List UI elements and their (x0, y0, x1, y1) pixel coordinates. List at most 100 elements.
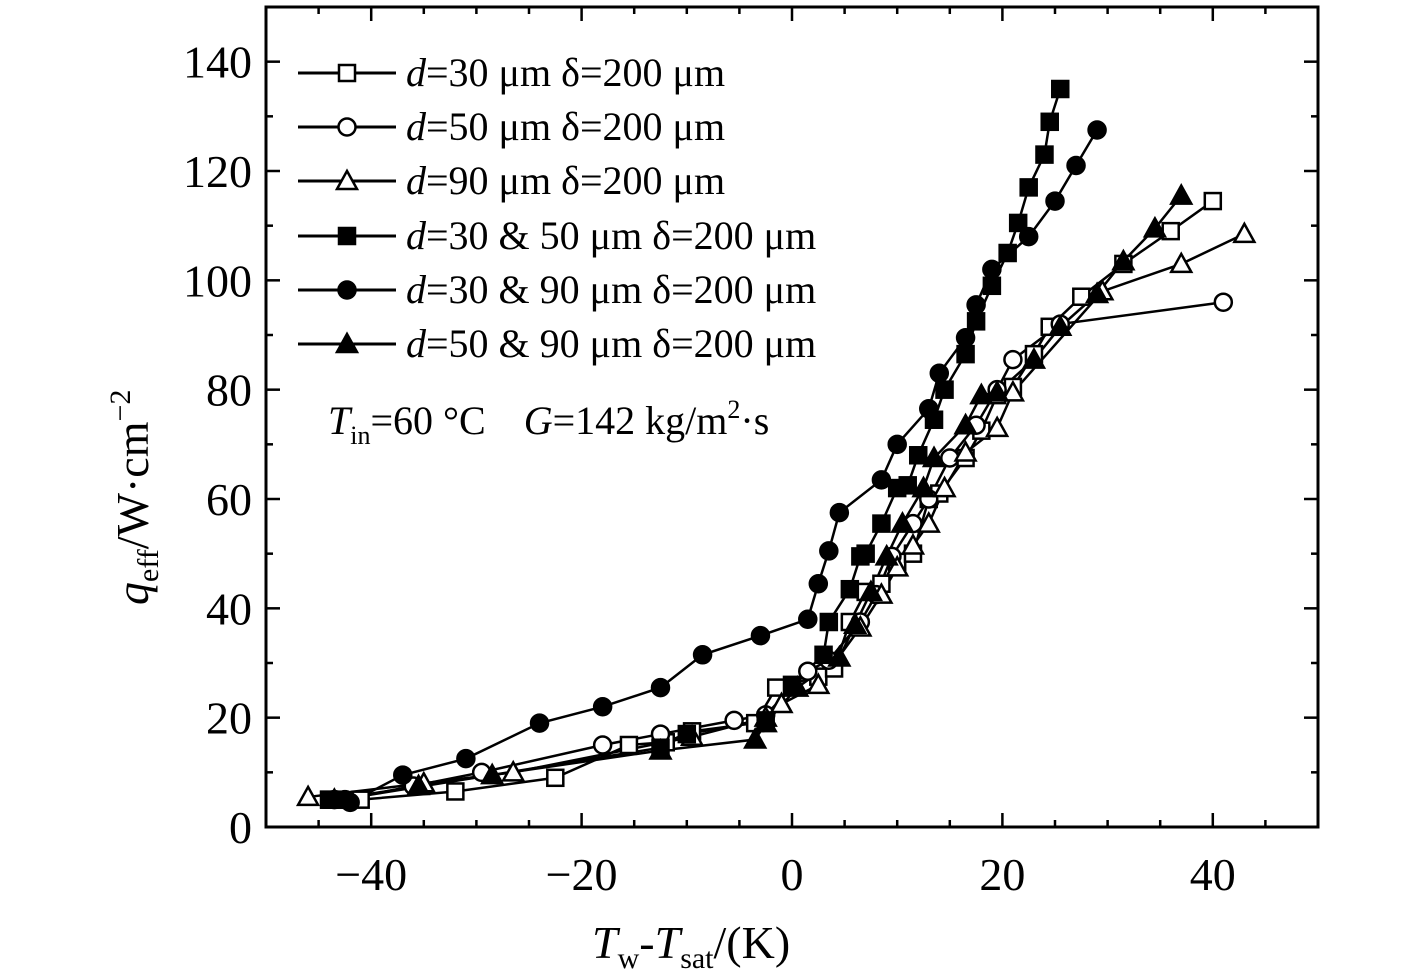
data-point (750, 625, 771, 646)
data-point (982, 276, 1002, 296)
y-tick-label: 80 (206, 365, 252, 416)
data-point (592, 735, 613, 755)
legend-label-1: d=30 μm δ=200 μm (406, 50, 725, 95)
x-tick-label: 40 (1190, 849, 1236, 900)
data-point (929, 363, 950, 384)
data-point (1111, 248, 1136, 271)
series-2-points (324, 292, 1234, 810)
data-point (529, 713, 550, 733)
legend-label-6: d=50 & 90 μm δ=200 μm (406, 321, 816, 366)
data-point (806, 672, 831, 695)
legend-label-5: d=30 & 90 μm δ=200 μm (406, 267, 816, 312)
legend-marker-5 (337, 280, 357, 300)
data-point (982, 259, 1002, 280)
data-point (798, 661, 818, 681)
y-tick-label: 140 (183, 37, 252, 88)
series-line-2 (334, 300, 1224, 801)
data-point (935, 380, 954, 399)
data-point (1169, 183, 1194, 205)
x-tick-label: 20 (979, 849, 1025, 900)
data-point (393, 765, 413, 785)
ticks (264, 5, 1320, 829)
data-point (808, 573, 829, 594)
data-point (1021, 347, 1047, 369)
data-point (858, 579, 884, 602)
x-tick-label: −40 (335, 849, 407, 900)
data-point (898, 476, 917, 495)
legend-marker-symbol (337, 63, 357, 83)
x-tick-label: 0 (781, 849, 804, 900)
data-point (295, 784, 321, 807)
data-point (546, 768, 565, 788)
data-point (406, 773, 431, 796)
data-point (908, 446, 928, 465)
data-point (1051, 79, 1070, 99)
data-point (819, 541, 839, 561)
data-point (814, 645, 833, 665)
data-point (650, 677, 671, 698)
data-point (480, 762, 505, 785)
legend-entry-3: d=90 μm δ=200 μm (298, 158, 725, 203)
data-point (446, 782, 465, 801)
y-tick-label: 0 (229, 802, 252, 853)
data-point (953, 439, 978, 462)
data-point (798, 609, 818, 630)
data-point (900, 532, 926, 555)
data-point (829, 502, 850, 523)
legend-marker-2 (337, 117, 357, 137)
data-point (985, 379, 1010, 402)
data-point (1040, 112, 1059, 132)
data-point (966, 312, 986, 331)
data-point (932, 475, 957, 498)
data-point (785, 675, 810, 697)
data-point (648, 737, 673, 760)
legend-marker-4 (337, 226, 357, 246)
data-point (743, 726, 768, 749)
data-point (769, 691, 794, 714)
legend-label-3: d=90 μm δ=200 μm (406, 158, 725, 203)
data-point (592, 696, 613, 717)
data-point (916, 511, 941, 533)
legend-entry-6: d=50 & 90 μm δ=200 μm (298, 321, 816, 366)
y-tick-label: 120 (183, 146, 252, 197)
series-markers (295, 79, 1257, 813)
data-point (890, 511, 915, 533)
data-point (1045, 191, 1065, 211)
y-axis-title: qeff/W·cm−2 (104, 390, 165, 605)
data-point (956, 344, 975, 364)
legend-marker-3 (334, 168, 360, 191)
data-point (1084, 281, 1110, 304)
data-point (1003, 349, 1023, 370)
data-point (456, 748, 476, 769)
legend-marker-1 (337, 63, 357, 83)
data-point (1087, 120, 1107, 140)
legend-label-2: d=50 μm δ=200 μm (406, 104, 725, 149)
legend-marker-symbol (337, 226, 357, 246)
data-point (1066, 155, 1086, 176)
legend-marker-6 (334, 331, 360, 354)
data-point (885, 554, 910, 577)
data-point (985, 415, 1010, 438)
data-point (1213, 292, 1234, 312)
y-tick-label: 60 (206, 474, 252, 525)
y-tick-label: 100 (183, 255, 252, 306)
data-point (1000, 379, 1026, 402)
data-point (1232, 221, 1257, 244)
y-tick-label: 20 (206, 693, 252, 744)
data-point (969, 382, 994, 405)
legend-marker-symbol (337, 117, 357, 137)
data-point (998, 243, 1017, 263)
series-5-points (340, 120, 1107, 813)
data-point (921, 445, 947, 468)
conditions-annotation: Tin=60 °C G=142 kg/m2·s (328, 395, 769, 450)
legend-entry-4: d=30 & 50 μm δ=200 μm (298, 213, 816, 258)
data-point (919, 399, 939, 419)
data-point (753, 710, 778, 733)
data-point (619, 735, 639, 755)
data-point (840, 579, 860, 599)
data-point (1048, 314, 1073, 337)
data-point (1142, 215, 1168, 238)
series-6-points (322, 183, 1194, 809)
data-point (1008, 213, 1028, 233)
y-tick-label: 40 (206, 583, 252, 634)
